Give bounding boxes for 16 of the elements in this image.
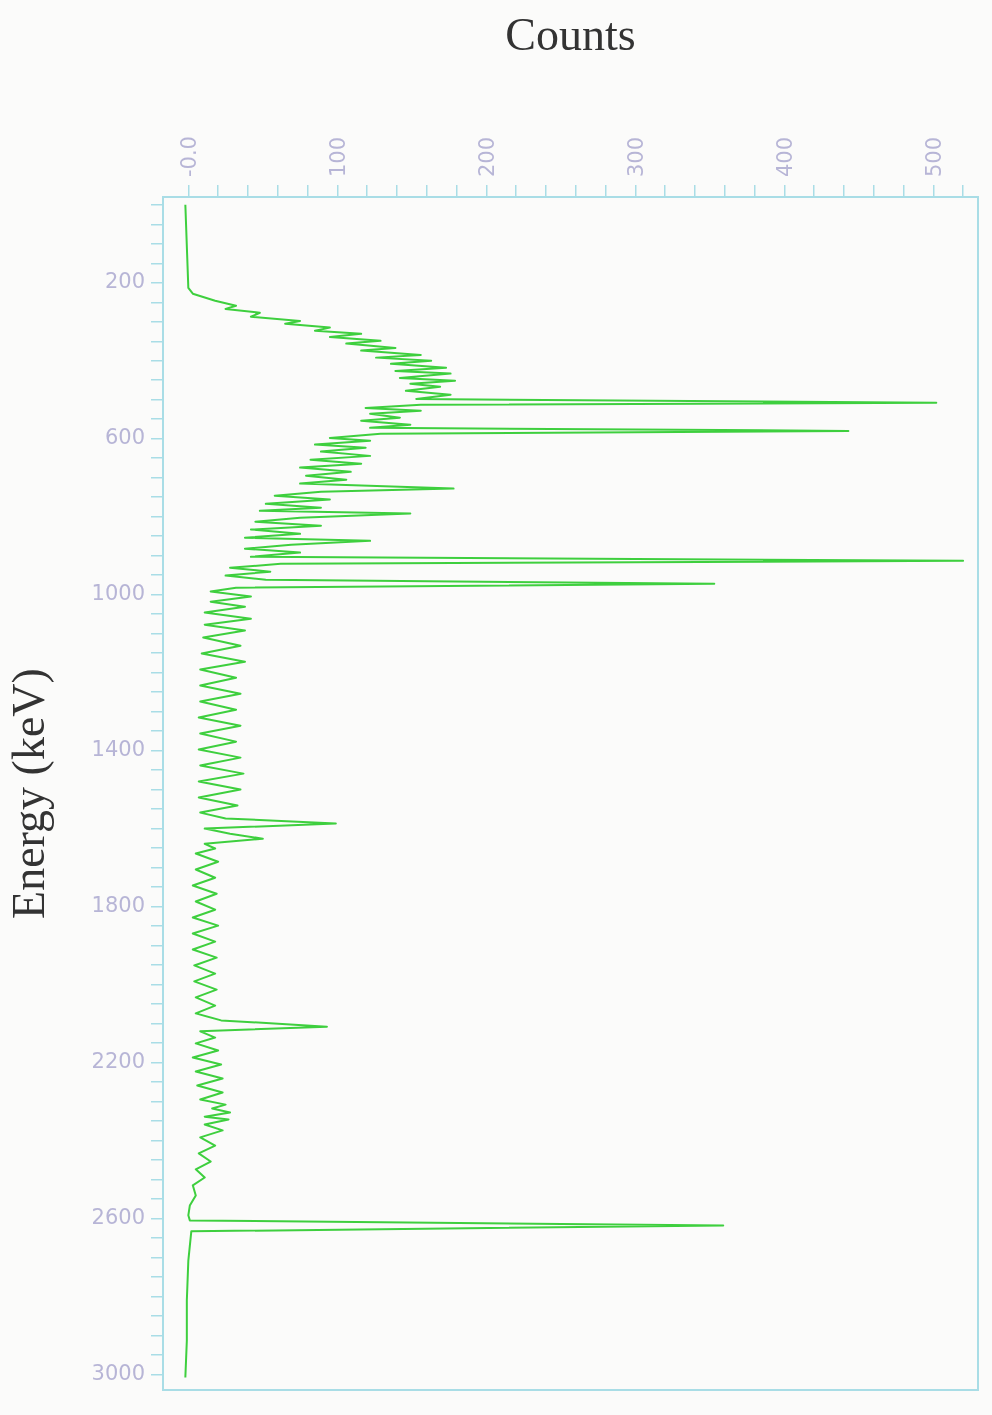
y-tick-label: 3000: [91, 1360, 145, 1385]
x-tick-label: 100: [325, 136, 350, 177]
y-tick-label: 200: [104, 269, 145, 294]
y-tick-label: 600: [104, 425, 145, 450]
y-tick-label: 1400: [91, 737, 145, 762]
y-tick-label: 2200: [91, 1048, 145, 1073]
y-tick-label: 2600: [91, 1204, 145, 1229]
x-tick-label: -0.0: [176, 136, 201, 177]
x-tick-label: 500: [921, 136, 946, 177]
y-tick-label: 1000: [91, 581, 145, 606]
x-tick-label: 400: [772, 136, 797, 177]
x-tick-label: 300: [623, 136, 648, 177]
x-tick-label: 200: [474, 136, 499, 177]
y-axis-title: Energy (keV): [2, 668, 54, 919]
x-axis-title: Counts: [505, 8, 636, 60]
y-tick-label: 1800: [91, 893, 145, 918]
